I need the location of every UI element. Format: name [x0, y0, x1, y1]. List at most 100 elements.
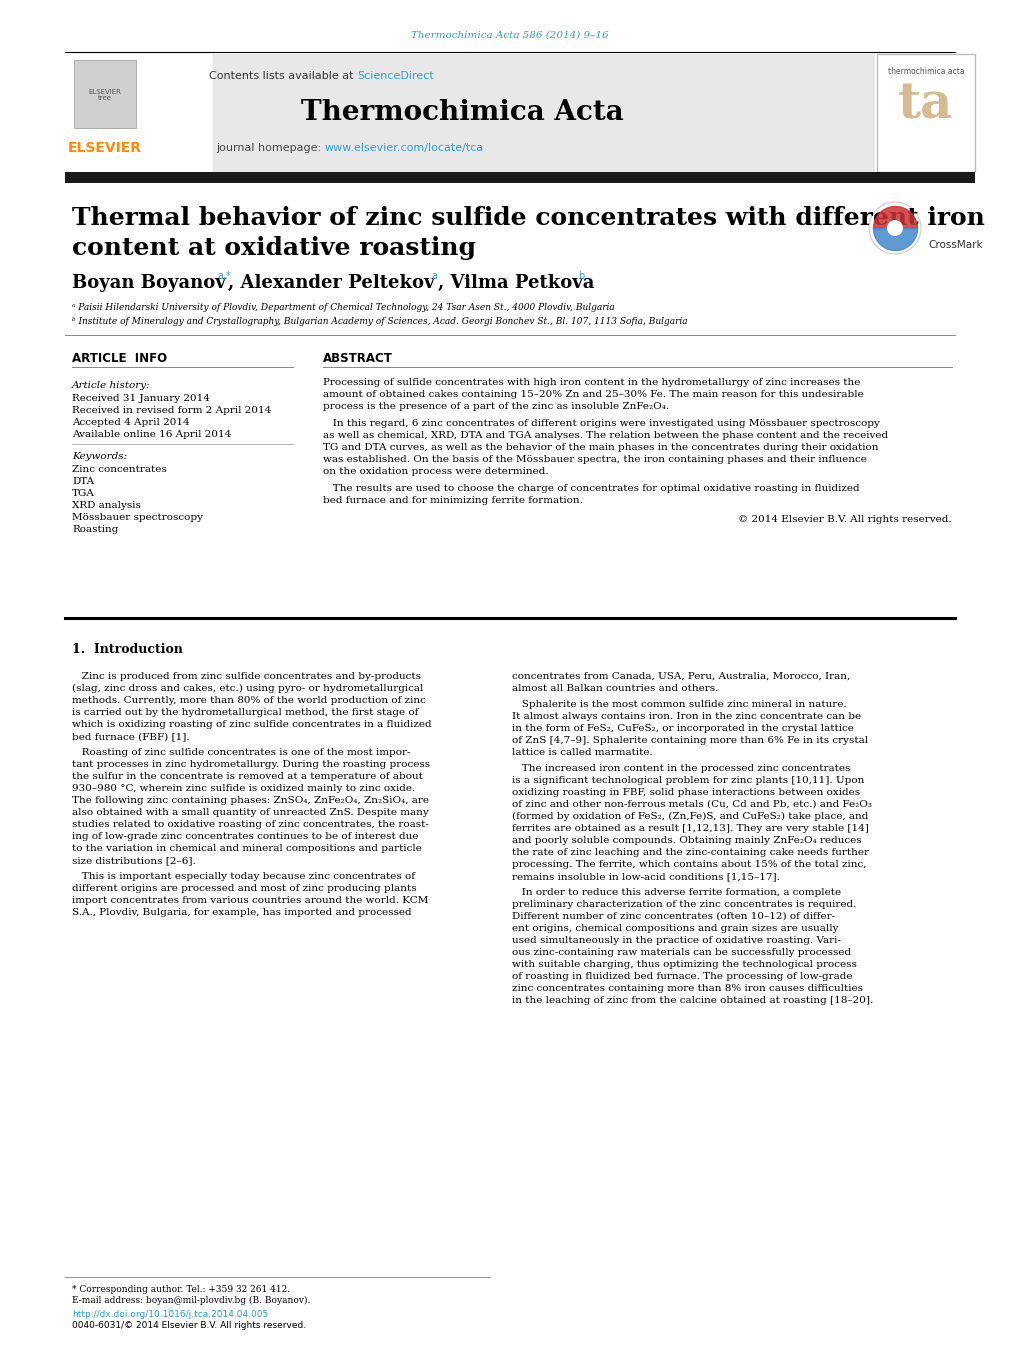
- Text: Received in revised form 2 April 2014: Received in revised form 2 April 2014: [72, 407, 271, 415]
- Text: 930–980 °C, wherein zinc sulfide is oxidized mainly to zinc oxide.: 930–980 °C, wherein zinc sulfide is oxid…: [72, 784, 415, 793]
- Text: preliminary characterization of the zinc concentrates is required.: preliminary characterization of the zinc…: [512, 900, 856, 909]
- Text: ABSTRACT: ABSTRACT: [323, 351, 392, 365]
- Text: ᵇ Institute of Mineralogy and Crystallography, Bulgarian Academy of Sciences, Ac: ᵇ Institute of Mineralogy and Crystallog…: [72, 316, 687, 326]
- Circle shape: [887, 220, 902, 236]
- Text: was established. On the basis of the Mössbauer spectra, the iron containing phas: was established. On the basis of the Mös…: [323, 455, 866, 463]
- Text: amount of obtained cakes containing 15–20% Zn and 25–30% Fe. The main reason for: amount of obtained cakes containing 15–2…: [323, 390, 863, 399]
- Text: The following zinc containing phases: ZnSO₄, ZnFe₂O₄, Zn₂SiO₄, are: The following zinc containing phases: Zn…: [72, 796, 429, 805]
- Text: is carried out by the hydrometallurgical method, the first stage of: is carried out by the hydrometallurgical…: [72, 708, 418, 717]
- Text: Roasting of zinc sulfide concentrates is one of the most impor-: Roasting of zinc sulfide concentrates is…: [72, 748, 410, 757]
- Text: ous zinc-containing raw materials can be successfully processed: ous zinc-containing raw materials can be…: [512, 948, 850, 957]
- Text: TG and DTA curves, as well as the behavior of the main phases in the concentrate: TG and DTA curves, as well as the behavi…: [323, 443, 877, 453]
- Text: Thermochimica Acta 586 (2014) 9–16: Thermochimica Acta 586 (2014) 9–16: [411, 31, 608, 39]
- Text: ARTICLE  INFO: ARTICLE INFO: [72, 351, 167, 365]
- Text: the rate of zinc leaching and the zinc-containing cake needs further: the rate of zinc leaching and the zinc-c…: [512, 848, 868, 857]
- Text: TGA: TGA: [72, 489, 95, 499]
- Text: 1.  Introduction: 1. Introduction: [72, 643, 182, 657]
- Circle shape: [868, 203, 920, 254]
- Text: different origins are processed and most of zinc producing plants: different origins are processed and most…: [72, 884, 416, 893]
- Text: E-mail address: boyan@mil-plovdiv.bg (B. Boyanov).: E-mail address: boyan@mil-plovdiv.bg (B.…: [72, 1296, 310, 1305]
- Text: processing. The ferrite, which contains about 15% of the total zinc,: processing. The ferrite, which contains …: [512, 861, 866, 869]
- Text: also obtained with a small quantity of unreacted ZnS. Despite many: also obtained with a small quantity of u…: [72, 808, 428, 817]
- Text: as well as chemical, XRD, DTA and TGA analyses. The relation between the phase c: as well as chemical, XRD, DTA and TGA an…: [323, 431, 888, 440]
- Text: Mössbauer spectroscopy: Mössbauer spectroscopy: [72, 513, 203, 521]
- Text: ent origins, chemical compositions and grain sizes are usually: ent origins, chemical compositions and g…: [512, 924, 838, 934]
- Bar: [876, 54, 974, 172]
- Text: tant processes in zinc hydrometallurgy. During the roasting process: tant processes in zinc hydrometallurgy. …: [72, 761, 430, 769]
- Text: to the variation in chemical and mineral compositions and particle: to the variation in chemical and mineral…: [72, 844, 422, 852]
- Text: (formed by oxidation of FeS₂, (Zn,Fe)S, and CuFeS₂) take place, and: (formed by oxidation of FeS₂, (Zn,Fe)S, …: [512, 812, 867, 821]
- Bar: [65, 172, 974, 182]
- Text: www.elsevier.com/locate/tca: www.elsevier.com/locate/tca: [325, 143, 484, 153]
- Text: 0040-6031/© 2014 Elsevier B.V. All rights reserved.: 0040-6031/© 2014 Elsevier B.V. All right…: [72, 1321, 306, 1329]
- Text: ta: ta: [898, 81, 953, 130]
- Text: in the leaching of zinc from the calcine obtained at roasting [18–20].: in the leaching of zinc from the calcine…: [512, 996, 872, 1005]
- Text: , Vilma Petkova: , Vilma Petkova: [437, 274, 594, 292]
- Text: http://dx.doi.org/10.1016/j.tca.2014.04.005: http://dx.doi.org/10.1016/j.tca.2014.04.…: [72, 1310, 268, 1319]
- Text: used simultaneously in the practice of oxidative roasting. Vari-: used simultaneously in the practice of o…: [512, 936, 840, 944]
- Text: The increased iron content in the processed zinc concentrates: The increased iron content in the proces…: [512, 765, 850, 773]
- Text: This is important especially today because zinc concentrates of: This is important especially today becau…: [72, 871, 415, 881]
- Text: is a significant technological problem for zinc plants [10,11]. Upon: is a significant technological problem f…: [512, 775, 863, 785]
- Text: thermochimica acta: thermochimica acta: [887, 68, 963, 77]
- Text: process is the presence of a part of the zinc as insoluble ZnFe₂O₄.: process is the presence of a part of the…: [323, 403, 668, 411]
- Text: (slag, zinc dross and cakes, etc.) using pyro- or hydrometallurgical: (slag, zinc dross and cakes, etc.) using…: [72, 684, 423, 693]
- Text: Different number of zinc concentrates (often 10–12) of differ-: Different number of zinc concentrates (o…: [512, 912, 835, 921]
- Bar: [74, 59, 136, 128]
- Text: with suitable charging, thus optimizing the technological process: with suitable charging, thus optimizing …: [512, 961, 856, 969]
- Text: of roasting in fluidized bed furnace. The processing of low-grade: of roasting in fluidized bed furnace. Th…: [512, 971, 852, 981]
- Text: Zinc concentrates: Zinc concentrates: [72, 465, 166, 474]
- Text: oxidizing roasting in FBF, solid phase interactions between oxides: oxidizing roasting in FBF, solid phase i…: [512, 788, 859, 797]
- Text: of zinc and other non-ferrous metals (Cu, Cd and Pb, etc.) and Fe₂O₃: of zinc and other non-ferrous metals (Cu…: [512, 800, 871, 809]
- Text: ferrites are obtained as a result [1,12,13]. They are very stable [14]: ferrites are obtained as a result [1,12,…: [512, 824, 868, 834]
- Text: and poorly soluble compounds. Obtaining mainly ZnFe₂O₄ reduces: and poorly soluble compounds. Obtaining …: [512, 836, 861, 844]
- Text: ScienceDirect: ScienceDirect: [357, 72, 433, 81]
- Bar: [65, 54, 213, 172]
- Text: which is oxidizing roasting of zinc sulfide concentrates in a fluidized: which is oxidizing roasting of zinc sulf…: [72, 720, 431, 730]
- Bar: [65, 54, 874, 172]
- Text: bed furnace (FBF) [1].: bed furnace (FBF) [1].: [72, 732, 190, 740]
- Text: XRD analysis: XRD analysis: [72, 501, 141, 509]
- Text: Accepted 4 April 2014: Accepted 4 April 2014: [72, 417, 190, 427]
- Text: methods. Currently, more than 80% of the world production of zinc: methods. Currently, more than 80% of the…: [72, 696, 426, 705]
- Text: of ZnS [4,7–9]. Sphalerite containing more than 6% Fe in its crystal: of ZnS [4,7–9]. Sphalerite containing mo…: [512, 736, 867, 744]
- Text: Thermal behavior of zinc sulfide concentrates with different iron: Thermal behavior of zinc sulfide concent…: [72, 205, 984, 230]
- Text: Received 31 January 2014: Received 31 January 2014: [72, 394, 210, 403]
- Text: in the form of FeS₂, CuFeS₂, or incorporated in the crystal lattice: in the form of FeS₂, CuFeS₂, or incorpor…: [512, 724, 853, 734]
- Text: Processing of sulfide concentrates with high iron content in the hydrometallurgy: Processing of sulfide concentrates with …: [323, 378, 860, 386]
- Text: * Corresponding author. Tel.: +359 32 261 412.: * Corresponding author. Tel.: +359 32 26…: [72, 1285, 289, 1294]
- Text: size distributions [2–6].: size distributions [2–6].: [72, 857, 196, 865]
- Text: Boyan Boyanov: Boyan Boyanov: [72, 274, 225, 292]
- Text: Roasting: Roasting: [72, 526, 118, 534]
- Text: Keywords:: Keywords:: [72, 453, 127, 461]
- Text: ᵃ Paisii Hilendarski University of Plovdiv, Department of Chemical Technology, 2: ᵃ Paisii Hilendarski University of Plovd…: [72, 304, 614, 312]
- Text: Thermochimica Acta: Thermochimica Acta: [301, 99, 623, 126]
- Text: CrossMark: CrossMark: [927, 240, 981, 250]
- Text: import concentrates from various countries around the world. KCM: import concentrates from various countri…: [72, 896, 428, 905]
- Text: S.A., Plovdiv, Bulgaria, for example, has imported and processed: S.A., Plovdiv, Bulgaria, for example, ha…: [72, 908, 412, 917]
- Text: remains insoluble in low-acid conditions [1,15–17].: remains insoluble in low-acid conditions…: [512, 871, 780, 881]
- Text: Available online 16 April 2014: Available online 16 April 2014: [72, 430, 231, 439]
- Text: DTA: DTA: [72, 477, 94, 486]
- Text: Sphalerite is the most common sulfide zinc mineral in nature.: Sphalerite is the most common sulfide zi…: [512, 700, 846, 709]
- Text: zinc concentrates containing more than 8% iron causes difficulties: zinc concentrates containing more than 8…: [512, 984, 862, 993]
- Text: In this regard, 6 zinc concentrates of different origins were investigated using: In this regard, 6 zinc concentrates of d…: [323, 419, 879, 428]
- Text: the sulfur in the concentrate is removed at a temperature of about: the sulfur in the concentrate is removed…: [72, 771, 423, 781]
- Text: Contents lists available at: Contents lists available at: [209, 72, 357, 81]
- Text: Zinc is produced from zinc sulfide concentrates and by-products: Zinc is produced from zinc sulfide conce…: [72, 671, 421, 681]
- Text: It almost always contains iron. Iron in the zinc concentrate can be: It almost always contains iron. Iron in …: [512, 712, 860, 721]
- Text: Article history:: Article history:: [72, 381, 151, 390]
- Text: almost all Balkan countries and others.: almost all Balkan countries and others.: [512, 684, 717, 693]
- Text: lattice is called marmatite.: lattice is called marmatite.: [512, 748, 652, 757]
- Text: b: b: [578, 272, 584, 281]
- Text: ing of low-grade zinc concentrates continues to be of interest due: ing of low-grade zinc concentrates conti…: [72, 832, 418, 842]
- Text: © 2014 Elsevier B.V. All rights reserved.: © 2014 Elsevier B.V. All rights reserved…: [738, 515, 951, 524]
- Text: bed furnace and for minimizing ferrite formation.: bed furnace and for minimizing ferrite f…: [323, 496, 582, 505]
- Text: , Alexander Peltekov: , Alexander Peltekov: [228, 274, 434, 292]
- Text: ELSEVIER: ELSEVIER: [68, 141, 142, 155]
- Text: The results are used to choose the charge of concentrates for optimal oxidative : The results are used to choose the charg…: [323, 484, 859, 493]
- Text: In order to reduce this adverse ferrite formation, a complete: In order to reduce this adverse ferrite …: [512, 888, 841, 897]
- Text: content at oxidative roasting: content at oxidative roasting: [72, 236, 476, 259]
- Text: ELSEVIER
tree: ELSEVIER tree: [89, 89, 121, 101]
- Text: journal homepage:: journal homepage:: [216, 143, 325, 153]
